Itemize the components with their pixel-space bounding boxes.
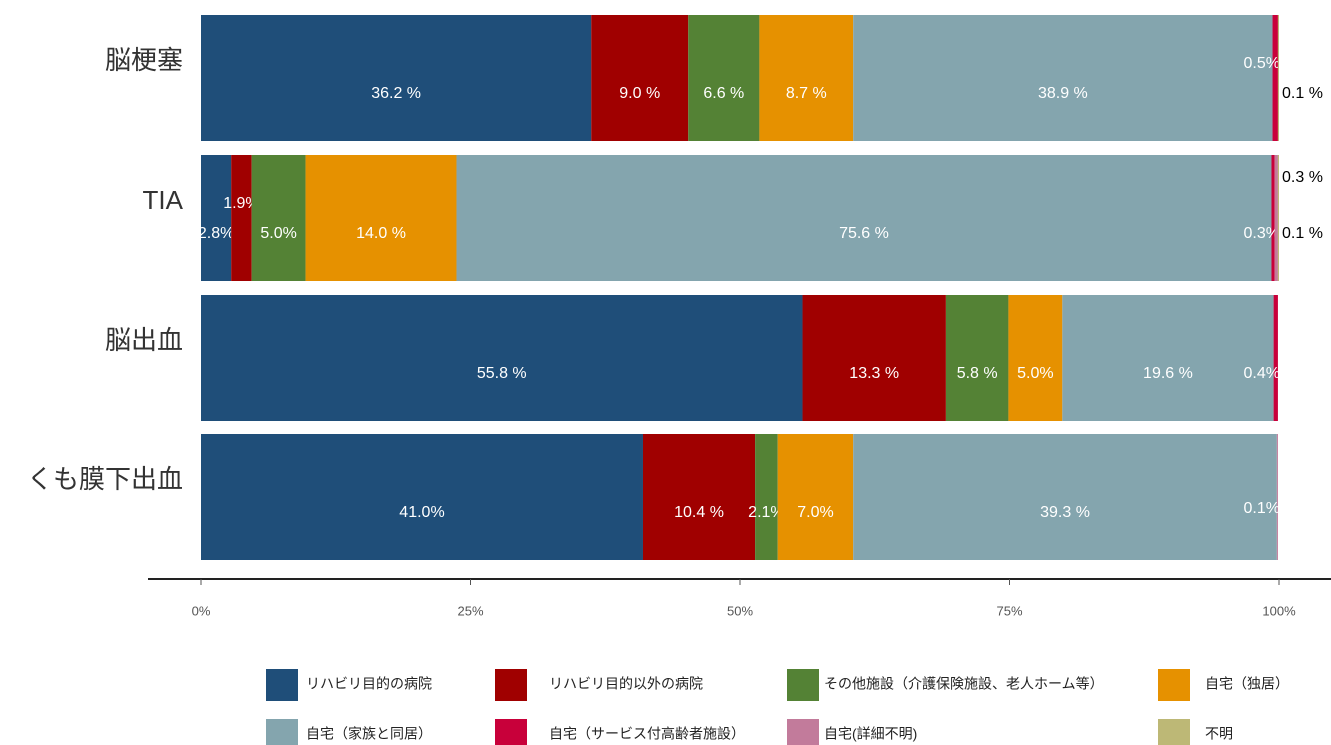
- bar-segment: [1273, 295, 1278, 421]
- legend-swatch: [1158, 669, 1190, 701]
- legend-label: 自宅（独居）: [1205, 676, 1289, 692]
- value-label: 0.1%: [1244, 500, 1280, 517]
- bar-segment: [853, 15, 1273, 141]
- value-label: 8.7 %: [786, 85, 827, 102]
- category-label: くも膜下出血: [27, 464, 183, 494]
- value-label: 0.1 %: [1282, 225, 1323, 242]
- bar-segment: [1008, 295, 1063, 421]
- bar-segment: [945, 295, 1009, 421]
- legend-label: 自宅（家族と同居）: [306, 726, 432, 742]
- value-label: 9.0 %: [619, 85, 660, 102]
- bar-segment: [201, 15, 592, 141]
- bar-segment: [1271, 155, 1275, 281]
- legend-label: 自宅(詳細不明): [824, 726, 917, 742]
- value-label: 5.0%: [260, 225, 296, 242]
- legend-label: リハビリ目的以外の病院: [549, 676, 703, 692]
- bar-segment: [755, 434, 778, 560]
- legend-label: その他施設（介護保険施設、老人ホーム等）: [824, 676, 1104, 692]
- bar-segment: [201, 155, 232, 281]
- bar-segment: [591, 15, 689, 141]
- bar-segment: [853, 434, 1277, 560]
- value-label: 39.3 %: [1040, 504, 1090, 521]
- value-label: 0.4%: [1244, 365, 1280, 382]
- legend-swatch: [787, 669, 819, 701]
- bar-segment: [1277, 15, 1279, 141]
- value-label: 5.0%: [1017, 365, 1053, 382]
- x-tick-label: 25%: [457, 603, 483, 618]
- bar-segment: [642, 434, 756, 560]
- x-tick-label: 0%: [192, 603, 211, 618]
- bar-segment: [305, 155, 457, 281]
- value-label: 19.6 %: [1143, 365, 1193, 382]
- value-label: 13.3 %: [849, 365, 899, 382]
- value-label: 41.0%: [399, 504, 444, 521]
- value-label: 55.8 %: [477, 365, 527, 382]
- bar-segment: [777, 434, 854, 560]
- value-label: 0.1 %: [1282, 85, 1323, 102]
- value-label: 10.4 %: [674, 504, 724, 521]
- legend-swatch: [266, 669, 298, 701]
- value-label: 7.0%: [797, 504, 833, 521]
- legend-swatch: [495, 719, 527, 745]
- value-label: 36.2 %: [371, 85, 421, 102]
- bar-segment: [1276, 434, 1278, 560]
- x-tick-label: 50%: [727, 603, 753, 618]
- value-label: 2.1%: [748, 504, 784, 521]
- value-label: 38.9 %: [1038, 85, 1088, 102]
- bar-segment: [1272, 15, 1278, 141]
- bar-segment: [456, 155, 1272, 281]
- bar-segment: [802, 295, 946, 421]
- bar-segment: [1274, 155, 1278, 281]
- legend-label: 不明: [1205, 726, 1233, 742]
- bar-segment: [201, 295, 803, 421]
- bar-segment: [201, 434, 643, 560]
- value-label: 6.6 %: [703, 85, 744, 102]
- bar-segment: [1277, 155, 1279, 281]
- value-label: 0.3 %: [1282, 169, 1323, 186]
- category-label: 脳出血: [105, 325, 183, 355]
- bar-segment: [1062, 295, 1274, 421]
- bar-segment: [688, 15, 760, 141]
- bar-segment: [251, 155, 306, 281]
- x-tick-label: 75%: [996, 603, 1022, 618]
- bar-segment: [759, 15, 854, 141]
- x-tick-label: 100%: [1262, 603, 1296, 618]
- value-label: 5.8 %: [957, 365, 998, 382]
- legend-label: リハビリ目的の病院: [306, 676, 432, 692]
- category-label: TIA: [143, 185, 184, 215]
- value-label: 0.5%: [1244, 55, 1280, 72]
- legend-swatch: [266, 719, 298, 745]
- value-label: 1.9%: [223, 195, 259, 212]
- bar-segment: [231, 155, 252, 281]
- value-label: 2.8%: [198, 225, 234, 242]
- value-label: 14.0 %: [356, 225, 406, 242]
- category-label: 脳梗塞: [105, 45, 183, 75]
- legend-swatch: [1158, 719, 1190, 745]
- legend-swatch: [495, 669, 527, 701]
- legend-swatch: [787, 719, 819, 745]
- value-label: 0.3%: [1244, 225, 1280, 242]
- value-label: 75.6 %: [839, 225, 889, 242]
- legend-label: 自宅（サービス付高齢者施設）: [549, 726, 745, 742]
